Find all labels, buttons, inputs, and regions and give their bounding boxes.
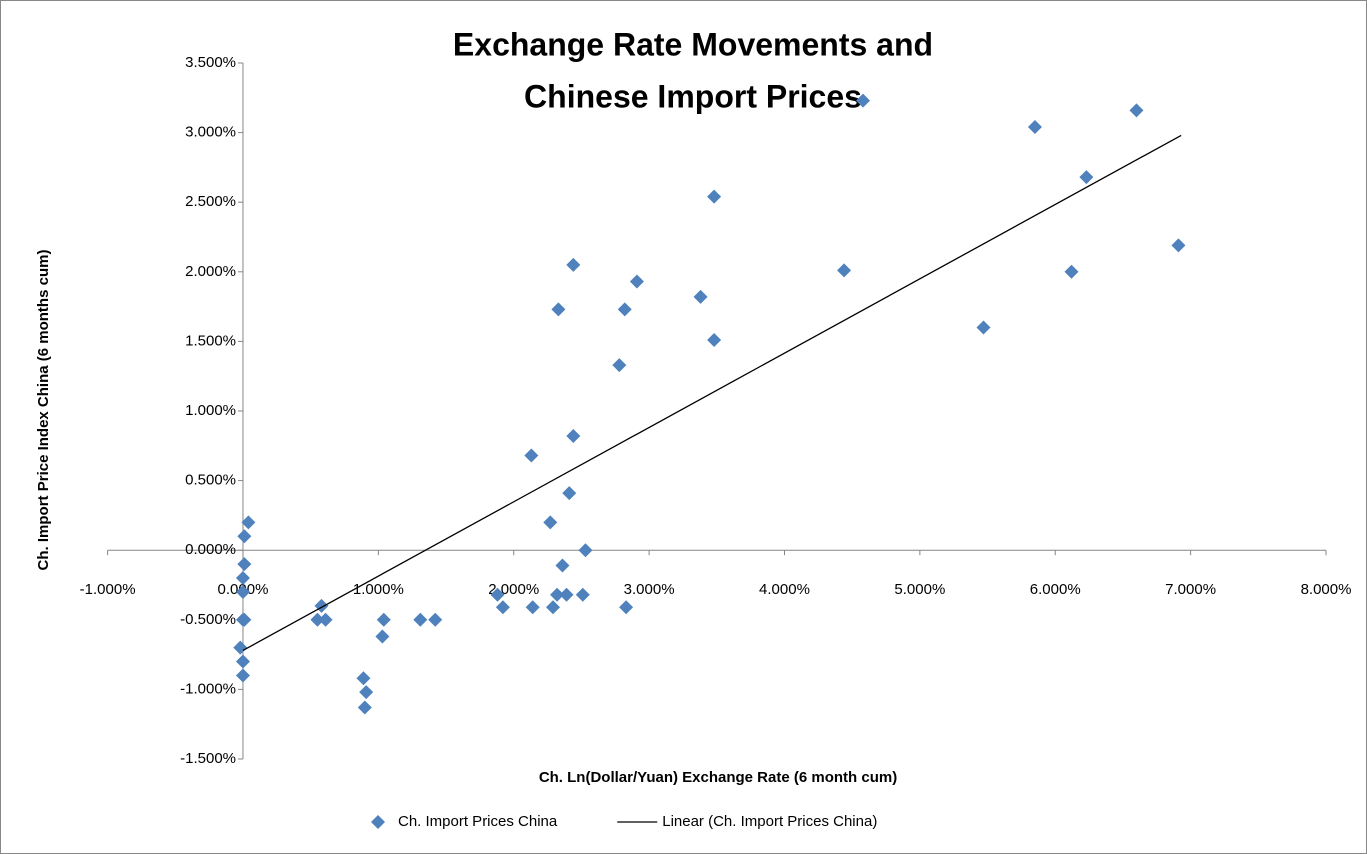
chart-title: Chinese Import Prices bbox=[524, 78, 862, 114]
y-tick-label: -1.000% bbox=[180, 680, 236, 697]
y-axis-label: Ch. Import Price Index China (6 months c… bbox=[35, 250, 52, 571]
scatter-point bbox=[707, 333, 722, 348]
scatter-point bbox=[241, 515, 256, 530]
y-tick-label: 3.500% bbox=[185, 54, 236, 71]
scatter-point bbox=[545, 600, 560, 615]
scatter-point bbox=[837, 263, 852, 278]
scatter-point bbox=[562, 486, 577, 501]
scatter-point bbox=[237, 557, 252, 572]
scatter-point bbox=[1064, 264, 1079, 279]
y-tick-label: 0.000% bbox=[185, 541, 236, 558]
scatter-point bbox=[237, 529, 252, 544]
scatter-point bbox=[318, 612, 333, 627]
scatter-point bbox=[376, 612, 391, 627]
legend-marker bbox=[371, 815, 385, 829]
y-tick-label: 1.500% bbox=[185, 332, 236, 349]
x-tick-label: 7.000% bbox=[1165, 581, 1216, 598]
scatter-point bbox=[555, 558, 570, 573]
legend-label: Ch. Import Prices China bbox=[398, 813, 558, 830]
x-tick-label: 6.000% bbox=[1030, 581, 1081, 598]
scatter-point bbox=[525, 600, 540, 615]
scatter-point bbox=[235, 654, 250, 669]
scatter-point bbox=[543, 515, 558, 530]
scatter-point bbox=[495, 600, 510, 615]
x-tick-label: 8.000% bbox=[1301, 581, 1352, 598]
scatter-point bbox=[235, 584, 250, 599]
scatter-point bbox=[237, 612, 252, 627]
y-tick-label: 2.000% bbox=[185, 263, 236, 280]
y-tick-label: 1.000% bbox=[185, 402, 236, 419]
scatter-point bbox=[707, 189, 722, 204]
y-tick-label: 0.500% bbox=[185, 472, 236, 489]
scatter-point bbox=[551, 302, 566, 317]
scatter-point bbox=[375, 629, 390, 644]
scatter-point bbox=[490, 587, 505, 602]
scatter-point bbox=[357, 700, 372, 715]
legend-label: Linear (Ch. Import Prices China) bbox=[662, 813, 877, 830]
y-tick-label: -0.500% bbox=[180, 611, 236, 628]
scatter-point bbox=[575, 587, 590, 602]
scatter-point bbox=[235, 668, 250, 683]
scatter-point bbox=[1129, 103, 1144, 118]
y-tick-label: 3.000% bbox=[185, 124, 236, 141]
scatter-point bbox=[310, 612, 325, 627]
y-tick-label: 2.500% bbox=[185, 193, 236, 210]
scatter-point bbox=[428, 612, 443, 627]
scatter-point bbox=[413, 612, 428, 627]
scatter-point bbox=[233, 640, 248, 655]
trend-line bbox=[242, 134, 1182, 651]
scatter-point bbox=[617, 302, 632, 317]
scatter-point bbox=[566, 257, 581, 272]
scatter-point bbox=[566, 429, 581, 444]
scatter-point bbox=[629, 274, 644, 289]
x-tick-label: -1.000% bbox=[80, 581, 136, 598]
x-axis-label: Ch. Ln(Dollar/Yuan) Exchange Rate (6 mon… bbox=[539, 769, 897, 786]
chart-title: Exchange Rate Movements and bbox=[453, 26, 933, 62]
scatter-point bbox=[1027, 120, 1042, 135]
scatter-point bbox=[856, 93, 871, 108]
scatter-point bbox=[550, 587, 565, 602]
scatter-point bbox=[1079, 170, 1094, 185]
scatter-point bbox=[235, 571, 250, 586]
scatter-point bbox=[524, 448, 539, 463]
scatter-point bbox=[612, 358, 627, 373]
scatter-point bbox=[976, 320, 991, 335]
scatter-point bbox=[359, 685, 374, 700]
scatter-point bbox=[619, 600, 634, 615]
scatter-point bbox=[578, 543, 593, 558]
x-tick-label: 4.000% bbox=[759, 581, 810, 598]
scatter-point bbox=[1171, 238, 1186, 253]
x-tick-label: 5.000% bbox=[894, 581, 945, 598]
x-tick-label: 1.000% bbox=[353, 581, 404, 598]
scatter-point bbox=[356, 671, 371, 686]
x-tick-label: 3.000% bbox=[624, 581, 675, 598]
scatter-point bbox=[693, 289, 708, 304]
scatter-point bbox=[559, 587, 574, 602]
y-tick-label: -1.500% bbox=[180, 750, 236, 767]
